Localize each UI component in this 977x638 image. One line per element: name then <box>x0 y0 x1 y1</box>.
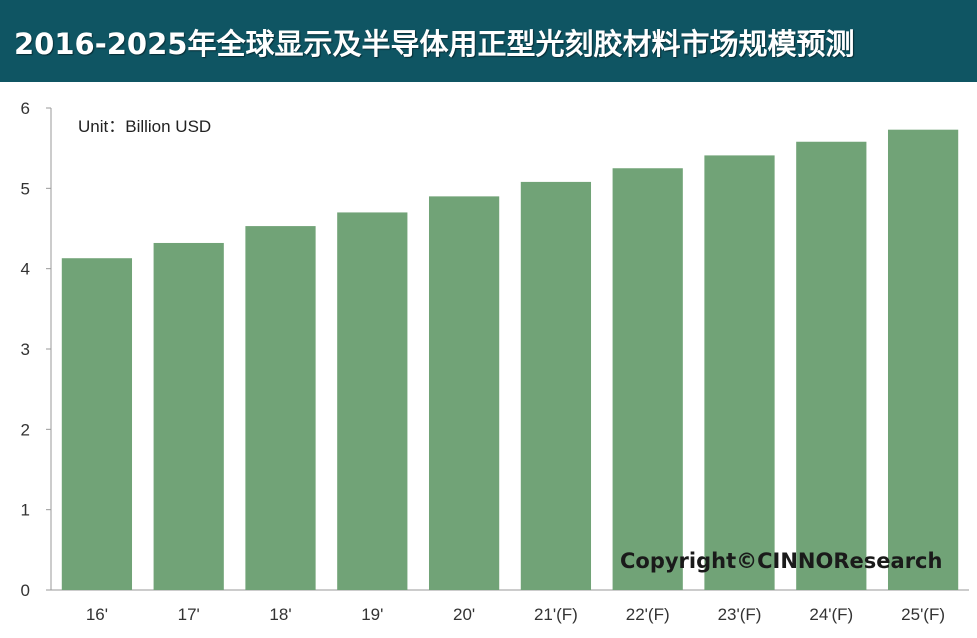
x-tick-label: 17' <box>178 605 200 624</box>
y-tick-label: 5 <box>21 179 30 198</box>
y-tick-label: 0 <box>21 581 30 600</box>
x-tick-label: 23'(F) <box>718 605 762 624</box>
x-tick-label: 22'(F) <box>626 605 670 624</box>
bar-0 <box>61 258 133 590</box>
bar-9 <box>887 129 959 590</box>
y-tick-label: 1 <box>21 501 30 520</box>
bar-8 <box>796 141 867 591</box>
y-tick-label: 2 <box>21 420 30 439</box>
bar-7 <box>704 155 775 590</box>
x-tick-label: 18' <box>269 605 291 624</box>
bar-series <box>61 129 959 591</box>
bar-3 <box>337 212 408 590</box>
x-tick-label: 24'(F) <box>809 605 853 624</box>
bar-1 <box>153 242 224 590</box>
x-tick-labels: 16' 17' 18' 19' 20' 21'(F) 22'(F) 23'(F) 24'(F) 2… <box>86 605 945 624</box>
bar-4 <box>428 196 500 590</box>
bar-2 <box>245 226 316 590</box>
x-tick-label: 20' <box>453 605 475 624</box>
bar-chart: 0 1 2 3 4 5 6 16' 17' 18' 19' 20' 21'(F) 22'(F) 23'(F… <box>21 99 969 624</box>
y-tick-label: 6 <box>21 99 30 118</box>
y-tick-label: 3 <box>21 340 30 359</box>
x-tick-label: 19' <box>361 605 383 624</box>
unit-label: Unit：Billion USD <box>78 117 211 136</box>
x-tick-label: 25'(F) <box>901 605 945 624</box>
x-tick-label: 16' <box>86 605 108 624</box>
y-tick-label: 4 <box>21 260 30 279</box>
chart-title: 2016-2025年全球显示及半导体用正型光刻胶材料市场规模预测 <box>14 27 855 61</box>
bar-5 <box>520 181 592 590</box>
y-tick-labels: 0 1 2 3 4 5 6 <box>21 99 51 600</box>
bar-6 <box>612 168 683 590</box>
title-bar: 2016-2025年全球显示及半导体用正型光刻胶材料市场规模预测 <box>0 0 977 82</box>
copyright-label: Copyright©CINNOResearch <box>620 549 942 573</box>
x-tick-label: 21'(F) <box>534 605 578 624</box>
